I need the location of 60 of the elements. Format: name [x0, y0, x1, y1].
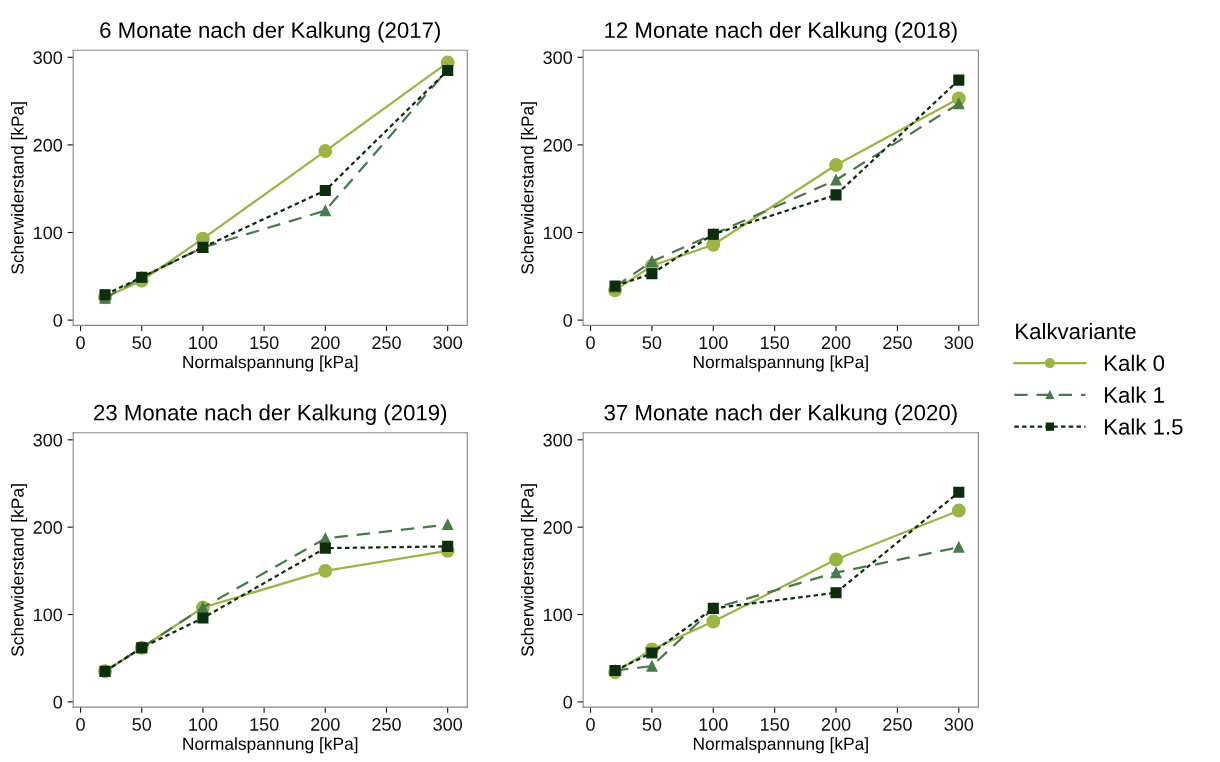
- y-tick-label: 0: [53, 314, 63, 327]
- x-tick-label: 100: [189, 718, 218, 731]
- x-tick-label: 300: [944, 336, 974, 350]
- x-tick-label: 300: [944, 718, 974, 731]
- x-axis-title: Normalspannung [kPa]: [183, 737, 358, 754]
- y-tick-label: 200: [543, 521, 573, 534]
- x-tick-label: 50: [642, 336, 662, 350]
- x-tick-label: 50: [642, 718, 662, 731]
- y-tick-label: 0: [53, 695, 63, 709]
- y-tick-label: 100: [34, 226, 63, 240]
- y-axis-title: Scherwiderstand [kPa]: [10, 102, 28, 274]
- x-tick-label: 300: [433, 336, 463, 350]
- x-tick-label: 250: [372, 336, 401, 350]
- x-axis-title: Normalspannung [kPa]: [693, 737, 868, 754]
- chart-title: 37 Monate nach der Kalkung (2020): [604, 404, 957, 425]
- chart-title: 12 Monate nach der Kalkung (2018): [605, 21, 957, 43]
- y-tick-label: 100: [544, 226, 573, 240]
- legend-label: Kalk 0: [1105, 354, 1165, 372]
- y-tick-label: 200: [33, 521, 63, 534]
- x-tick-label: 200: [311, 718, 340, 731]
- x-tick-label: 200: [311, 336, 340, 350]
- chart-title: 6 Monate nach der Kalkung (2017): [100, 21, 440, 43]
- x-axis-title: Normalspannung [kPa]: [183, 355, 358, 372]
- x-tick-label: 150: [250, 718, 279, 731]
- y-tick-label: 300: [543, 433, 573, 447]
- x-tick-label: 300: [433, 718, 463, 731]
- y-tick-label: 0: [563, 695, 573, 709]
- y-tick-label: 300: [543, 51, 573, 65]
- legend-title: Kalkvariante: [1016, 322, 1136, 340]
- x-tick-label: 0: [76, 718, 85, 731]
- x-tick-label: 50: [132, 336, 152, 350]
- x-tick-label: 0: [586, 336, 595, 350]
- y-axis-title: Scherwiderstand [kPa]: [520, 484, 538, 657]
- x-tick-label: 250: [883, 336, 912, 350]
- y-tick-label: 300: [33, 51, 63, 65]
- y-tick-label: 200: [33, 138, 63, 152]
- x-tick-label: 100: [699, 336, 728, 350]
- legend-label: Kalk 1: [1105, 386, 1164, 403]
- x-axis-title: Normalspannung [kPa]: [693, 355, 868, 372]
- x-tick-label: 150: [250, 336, 279, 350]
- x-tick-label: 150: [760, 336, 790, 350]
- x-tick-label: 200: [821, 718, 851, 731]
- x-tick-label: 100: [699, 718, 728, 731]
- x-tick-label: 100: [189, 336, 218, 350]
- x-tick-label: 250: [883, 718, 912, 731]
- x-tick-label: 50: [132, 718, 152, 731]
- y-tick-label: 300: [33, 433, 63, 447]
- x-tick-label: 250: [372, 718, 401, 731]
- y-tick-label: 0: [563, 314, 573, 327]
- x-tick-label: 0: [76, 336, 85, 350]
- y-tick-label: 100: [34, 608, 63, 622]
- x-tick-label: 150: [760, 718, 790, 731]
- x-tick-label: 0: [586, 718, 595, 731]
- y-tick-label: 200: [543, 138, 573, 152]
- y-tick-label: 100: [544, 608, 573, 622]
- legend-label: Kalk 1.5: [1105, 418, 1183, 435]
- y-axis-title: Scherwiderstand [kPa]: [520, 102, 538, 274]
- chart-title: 23 Monate nach der Kalkung (2019): [94, 404, 447, 425]
- y-axis-title: Scherwiderstand [kPa]: [10, 484, 28, 657]
- x-tick-label: 200: [821, 336, 851, 350]
